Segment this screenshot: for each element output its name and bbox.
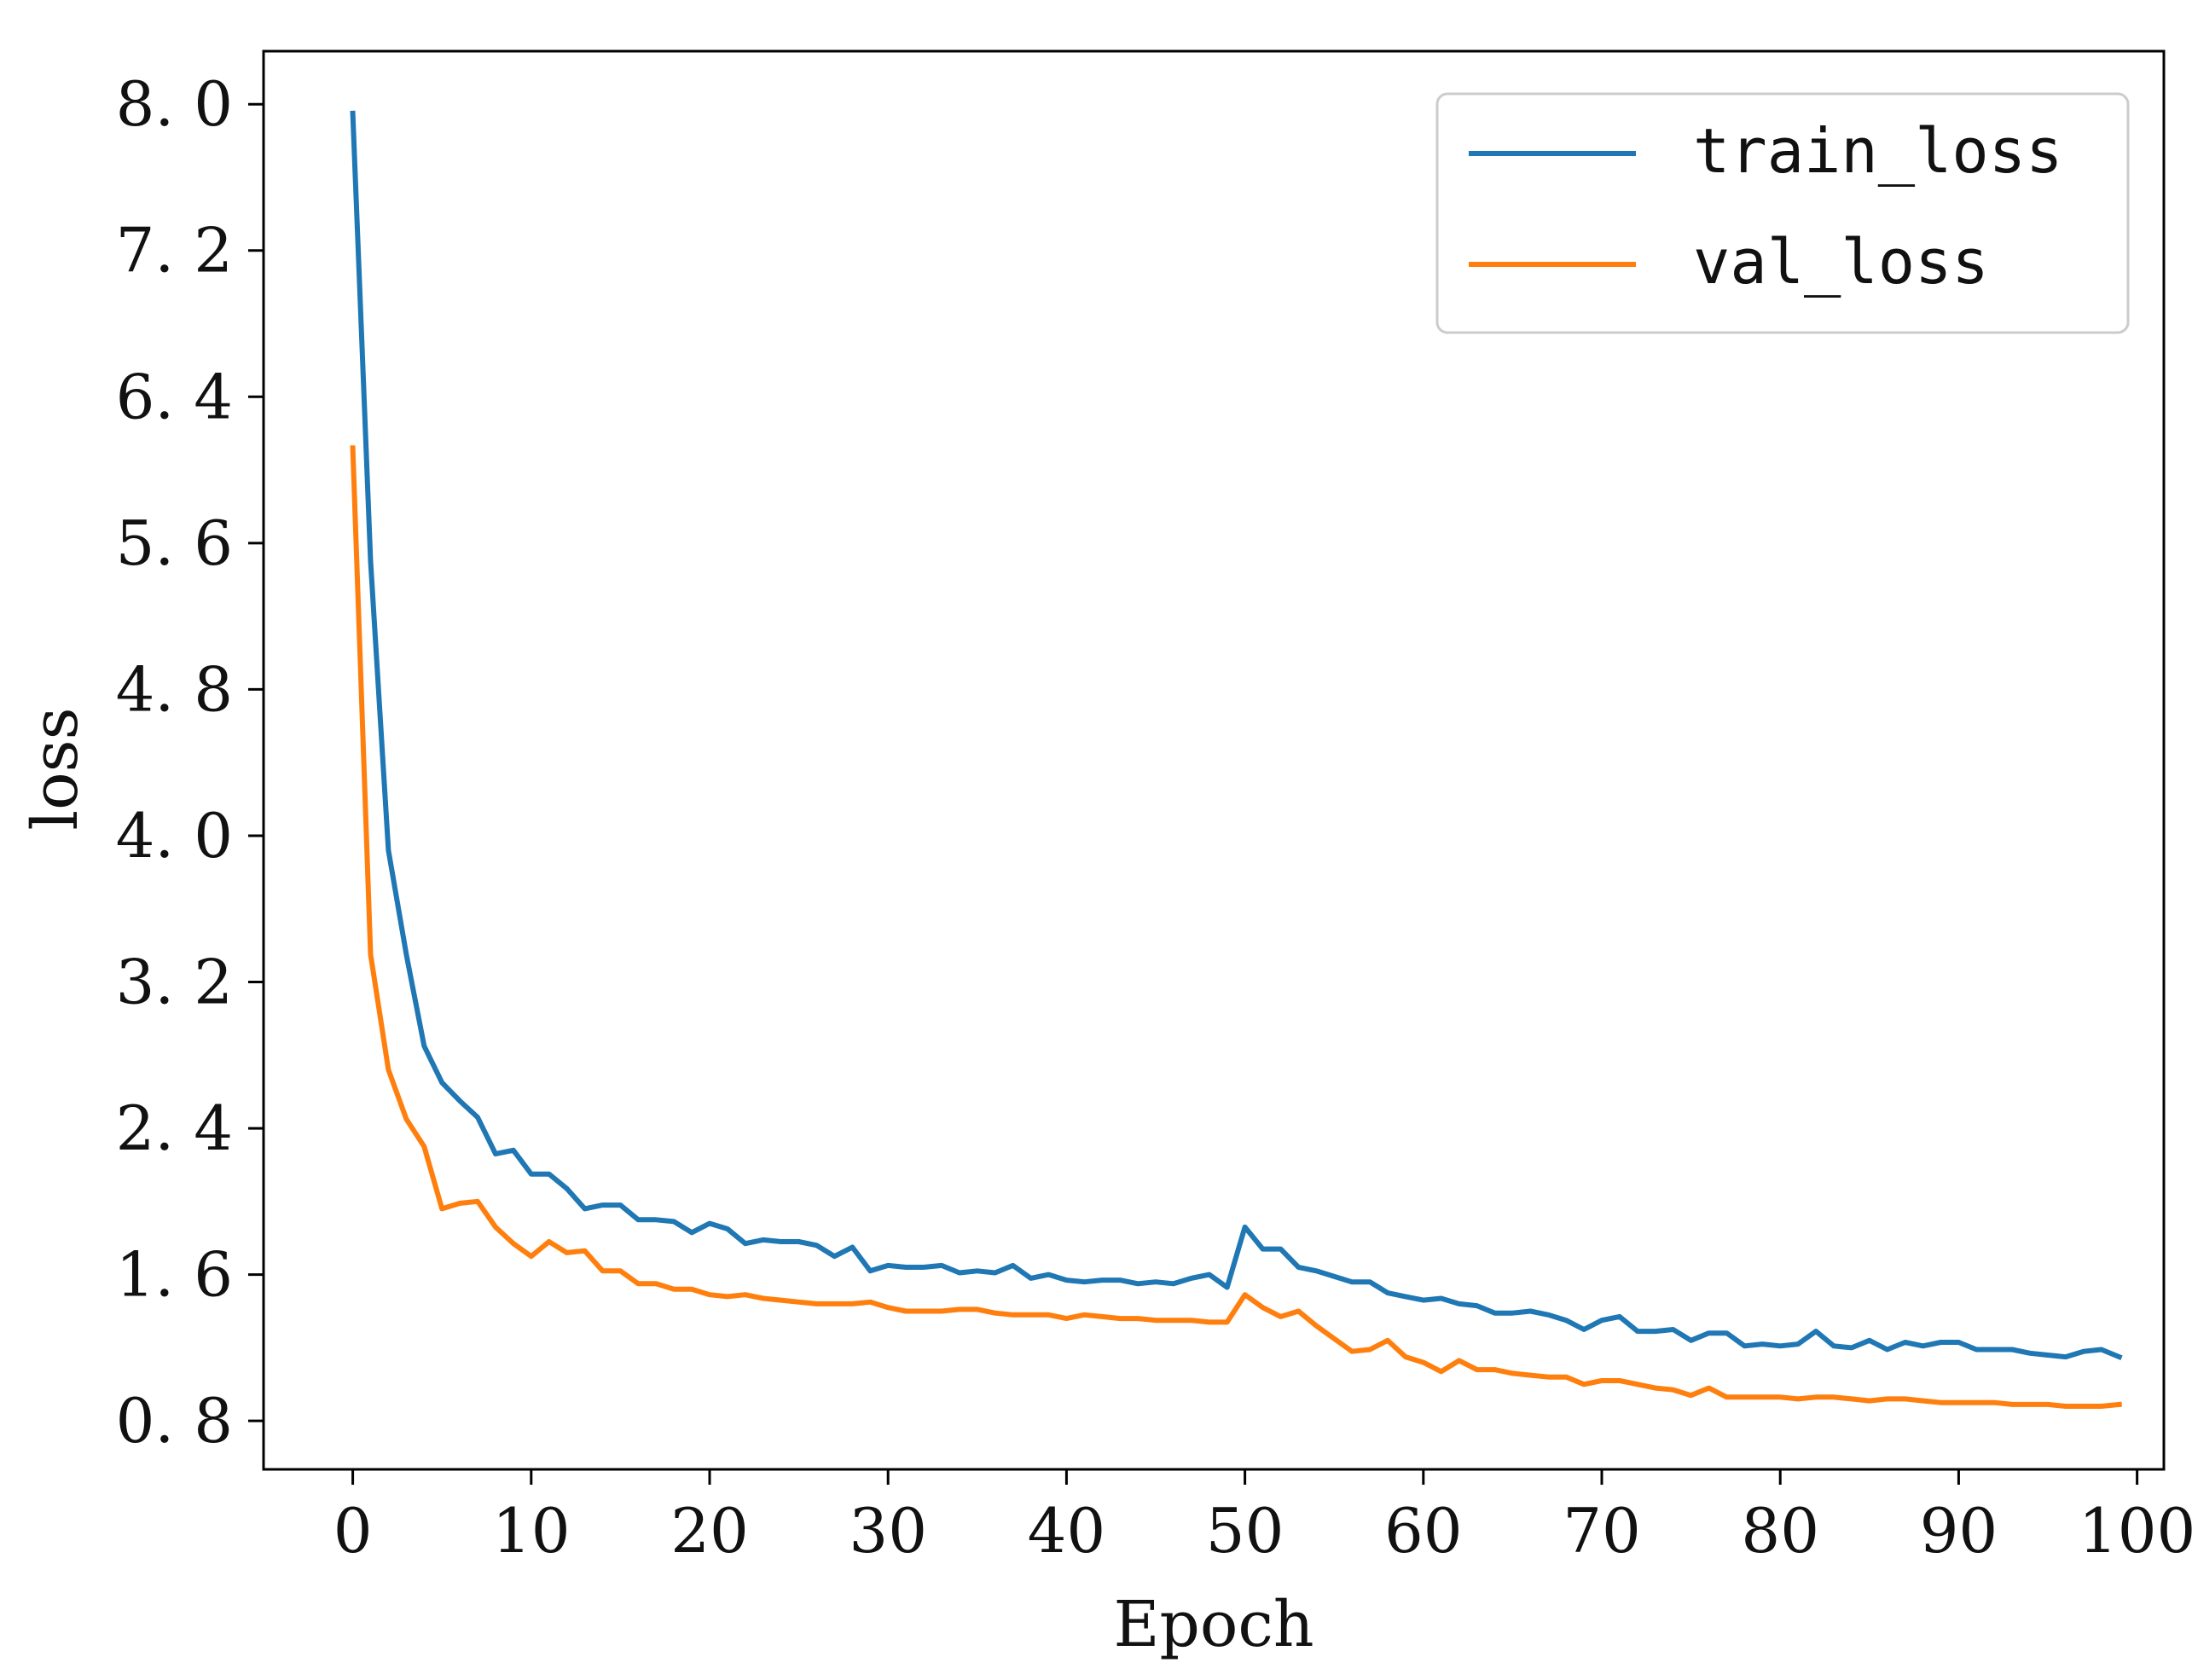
y-tick-label: 8. 0 [116, 68, 233, 140]
y-tick-label: 3. 2 [116, 947, 233, 1018]
x-tick-label: 70 [1563, 1495, 1641, 1567]
ticks-layer: 0 10 20 30 40 50 60 70 80 90 100 0. 8 1. 6 2. 4 3. 2 4.… [116, 68, 2192, 1567]
y-tick-label: 7. 2 [116, 215, 233, 287]
series-line-train-loss [350, 110, 2123, 1361]
x-axis-label: Epoch [1113, 1588, 1313, 1661]
series-lines [350, 110, 2123, 1409]
y-tick-label: 5. 6 [116, 507, 233, 579]
legend-label: val_loss [1693, 226, 1989, 298]
y-tick-label: 2. 4 [116, 1092, 233, 1164]
x-tick-label: 40 [1028, 1495, 1106, 1567]
series-line-val-loss [350, 445, 2122, 1409]
x-tick-label: 80 [1741, 1495, 1819, 1567]
y-axis-label: loss [19, 707, 92, 830]
x-tick-label: 100 [2079, 1495, 2192, 1567]
y-tick-label: 1. 6 [116, 1239, 233, 1311]
x-tick-label: 0 [333, 1495, 373, 1567]
legend-items: train_loss val_loss [1469, 115, 2062, 298]
x-tick-label: 10 [492, 1495, 571, 1567]
plot-frame [262, 49, 2166, 1471]
y-tick-label: 6. 4 [116, 361, 233, 432]
y-tick-label: 4. 0 [116, 800, 233, 872]
legend: train_loss val_loss [1435, 92, 2130, 334]
x-tick-label: 50 [1206, 1495, 1284, 1567]
y-tick-label: 0. 8 [116, 1385, 233, 1457]
x-tick-label: 30 [849, 1495, 927, 1567]
x-tick-label: 60 [1384, 1495, 1463, 1567]
x-tick-label: 90 [1920, 1495, 1998, 1567]
x-tick-label: 20 [670, 1495, 749, 1567]
legend-label: train_loss [1693, 115, 2062, 187]
y-tick-label: 4. 8 [116, 653, 233, 725]
